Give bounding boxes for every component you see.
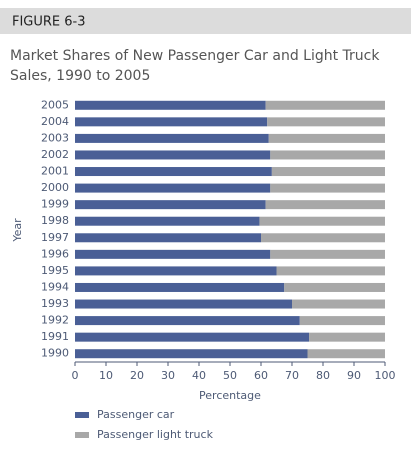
x-tick-label: 60 [254,369,268,382]
bar-segment [75,266,277,276]
x-tick-label: 0 [72,369,79,382]
y-tick-label: 1997 [41,231,69,244]
bar-segment [265,100,385,110]
bar-segment [75,299,292,309]
bar-segment [270,150,385,160]
y-tick-label: 1999 [41,198,69,211]
y-tick-label: 2000 [41,181,69,194]
bar-segment [75,316,300,326]
x-tick-label: 50 [223,369,237,382]
bar-segment [75,150,271,160]
x-tick-label: 40 [192,369,206,382]
bar-segment [276,266,385,276]
x-tick-label: 70 [285,369,299,382]
x-tick-label: 90 [347,369,361,382]
bar-segment [75,233,261,243]
bar-segment [75,282,285,292]
header-bar [0,8,411,34]
y-tick-label: 1994 [41,280,69,293]
y-tick-label: 1991 [41,330,69,343]
chart-title: Market Shares of New Passenger Car and L… [10,48,380,64]
bar-segment [292,299,385,309]
legend-swatch [75,432,89,438]
bar-segment [75,332,310,342]
y-tick-label: 2003 [41,131,69,144]
y-tick-label: 2004 [41,115,69,128]
bar-segment [265,200,385,210]
y-tick-label: 2001 [41,165,69,178]
bar-segment [309,332,385,342]
y-tick-label: 1998 [41,214,69,227]
bar-segment [75,133,269,143]
bar-segment [268,133,385,143]
bar-segment [284,282,385,292]
x-tick-label: 20 [130,369,144,382]
bar-segment [75,117,268,127]
y-axis-label: Year [11,218,24,243]
y-tick-label: 1992 [41,314,69,327]
bar-segment [307,349,385,359]
y-tick-label: 1993 [41,297,69,310]
bar-segment [299,316,385,326]
y-tick-label: 2005 [41,98,69,111]
chart-subtitle: Sales, 1990 to 2005 [10,68,150,84]
y-tick-label: 1996 [41,247,69,260]
legend-swatch [75,412,89,418]
figure-label: FIGURE 6-3 [12,15,86,30]
bar-segment [75,216,260,226]
bar-segment [270,183,385,193]
y-tick-label: 2002 [41,148,69,161]
y-tick-label: 1990 [41,347,69,360]
bar-segment [75,183,271,193]
x-tick-label: 10 [99,369,113,382]
bar-segment [75,100,266,110]
bar-segment [267,117,385,127]
bar-segment [271,167,385,177]
legend-label: Passenger car [97,408,175,421]
x-tick-label: 80 [316,369,330,382]
bar-segment [261,233,385,243]
x-tick-label: 100 [375,369,396,382]
x-axis-label: Percentage [199,389,261,402]
x-tick-label: 30 [161,369,175,382]
bar-segment [75,349,308,359]
bar-segment [75,249,271,259]
bar-segment [270,249,385,259]
bar-segment [259,216,385,226]
legend-label: Passenger light truck [97,428,214,441]
y-tick-label: 1995 [41,264,69,277]
bar-segment [75,167,272,177]
bar-segment [75,200,266,210]
